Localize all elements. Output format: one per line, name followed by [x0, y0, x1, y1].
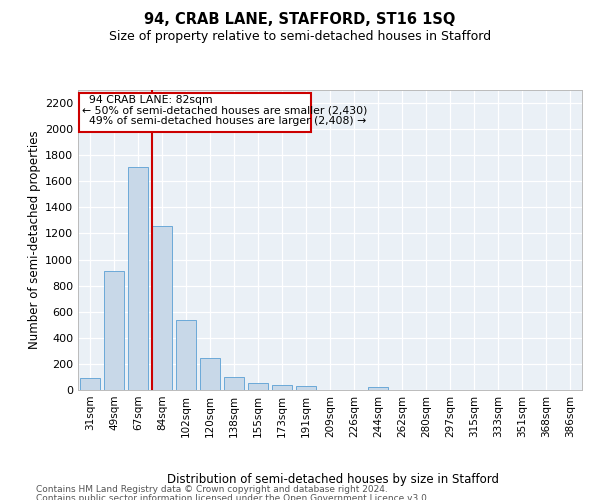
Bar: [248, 384, 268, 390]
Bar: [296, 386, 316, 390]
Bar: [368, 388, 388, 390]
Text: Contains public sector information licensed under the Open Government Licence v3: Contains public sector information licen…: [36, 494, 430, 500]
Text: 94 CRAB LANE: 82sqm: 94 CRAB LANE: 82sqm: [82, 95, 212, 105]
Text: 49% of semi-detached houses are larger (2,408) →: 49% of semi-detached houses are larger (…: [82, 116, 366, 126]
FancyBboxPatch shape: [79, 94, 311, 132]
Text: Distribution of semi-detached houses by size in Stafford: Distribution of semi-detached houses by …: [167, 472, 499, 486]
Text: Contains HM Land Registry data © Crown copyright and database right 2024.: Contains HM Land Registry data © Crown c…: [36, 485, 388, 494]
Bar: [176, 320, 196, 390]
Bar: [272, 386, 292, 390]
Text: Size of property relative to semi-detached houses in Stafford: Size of property relative to semi-detach…: [109, 30, 491, 43]
Text: ← 50% of semi-detached houses are smaller (2,430): ← 50% of semi-detached houses are smalle…: [82, 106, 367, 116]
Text: 94, CRAB LANE, STAFFORD, ST16 1SQ: 94, CRAB LANE, STAFFORD, ST16 1SQ: [145, 12, 455, 28]
Bar: [128, 167, 148, 390]
Bar: [104, 272, 124, 390]
Bar: [152, 226, 172, 390]
Bar: [80, 378, 100, 390]
Bar: [224, 377, 244, 390]
Bar: [200, 358, 220, 390]
Y-axis label: Number of semi-detached properties: Number of semi-detached properties: [28, 130, 41, 350]
